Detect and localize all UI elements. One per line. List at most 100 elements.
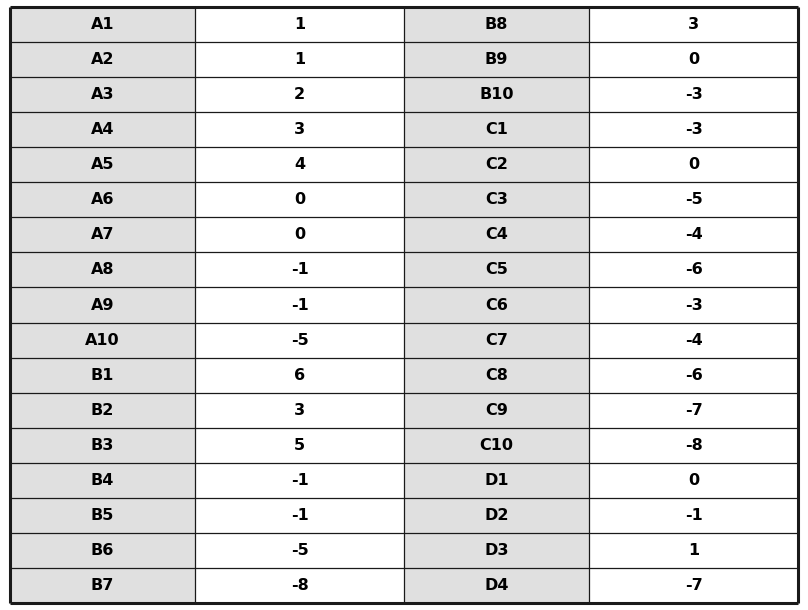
Bar — [404, 77, 589, 112]
Bar — [195, 253, 404, 287]
Bar — [589, 217, 798, 253]
Text: -4: -4 — [685, 228, 703, 242]
Text: B5: B5 — [90, 508, 114, 523]
Bar — [195, 7, 404, 42]
Text: A1: A1 — [90, 17, 114, 32]
Bar — [404, 462, 589, 498]
Text: D4: D4 — [485, 578, 509, 593]
Text: -6: -6 — [685, 262, 703, 278]
Text: -1: -1 — [291, 262, 309, 278]
Bar — [195, 357, 404, 393]
Text: 3: 3 — [294, 403, 305, 418]
Text: 1: 1 — [688, 543, 700, 558]
Bar — [10, 533, 195, 568]
Text: C1: C1 — [486, 123, 508, 137]
Bar — [589, 77, 798, 112]
Bar — [589, 7, 798, 42]
Bar — [195, 112, 404, 148]
Bar — [195, 148, 404, 182]
Text: 6: 6 — [294, 368, 305, 382]
Bar — [195, 42, 404, 77]
Bar — [195, 323, 404, 357]
Text: 2: 2 — [294, 87, 305, 102]
Text: A7: A7 — [90, 228, 114, 242]
Bar — [10, 357, 195, 393]
Bar — [404, 287, 589, 323]
Text: C6: C6 — [486, 298, 508, 312]
Text: B2: B2 — [90, 403, 114, 418]
Text: D3: D3 — [485, 543, 509, 558]
Bar — [195, 533, 404, 568]
Bar — [10, 323, 195, 357]
Bar — [404, 323, 589, 357]
Text: C9: C9 — [486, 403, 508, 418]
Text: B4: B4 — [90, 473, 114, 487]
Text: B6: B6 — [90, 543, 114, 558]
Bar — [404, 393, 589, 428]
Bar — [404, 357, 589, 393]
Bar — [404, 568, 589, 603]
Bar — [589, 323, 798, 357]
Bar — [195, 498, 404, 533]
Text: A9: A9 — [90, 298, 114, 312]
Bar — [404, 498, 589, 533]
Bar — [589, 148, 798, 182]
Text: C8: C8 — [486, 368, 508, 382]
Bar — [10, 253, 195, 287]
Bar — [589, 287, 798, 323]
Bar — [589, 182, 798, 217]
Text: B7: B7 — [90, 578, 114, 593]
Text: C10: C10 — [480, 437, 514, 453]
Text: -1: -1 — [291, 473, 309, 487]
Bar — [195, 462, 404, 498]
Bar — [589, 428, 798, 462]
Text: -5: -5 — [685, 192, 703, 207]
Text: B3: B3 — [90, 437, 114, 453]
Text: D1: D1 — [485, 473, 509, 487]
Bar — [589, 462, 798, 498]
Bar — [404, 533, 589, 568]
Text: -7: -7 — [685, 403, 703, 418]
Bar — [404, 217, 589, 253]
Bar — [589, 357, 798, 393]
Text: A10: A10 — [85, 332, 120, 348]
Text: -5: -5 — [291, 332, 309, 348]
Bar — [10, 148, 195, 182]
Text: B8: B8 — [485, 17, 508, 32]
Bar — [10, 77, 195, 112]
Bar — [10, 287, 195, 323]
Text: -7: -7 — [685, 578, 703, 593]
Text: D2: D2 — [485, 508, 509, 523]
Text: 3: 3 — [688, 17, 700, 32]
Text: C5: C5 — [486, 262, 508, 278]
Bar — [589, 498, 798, 533]
Text: -3: -3 — [685, 123, 703, 137]
Text: A3: A3 — [90, 87, 114, 102]
Text: B9: B9 — [485, 52, 508, 67]
Bar — [589, 393, 798, 428]
Text: 5: 5 — [294, 437, 305, 453]
Bar — [195, 287, 404, 323]
Text: A4: A4 — [90, 123, 114, 137]
Bar — [589, 42, 798, 77]
Text: -6: -6 — [685, 368, 703, 382]
Text: B1: B1 — [90, 368, 114, 382]
Text: -1: -1 — [685, 508, 703, 523]
Bar — [10, 7, 195, 42]
Bar — [195, 77, 404, 112]
Bar — [10, 393, 195, 428]
Bar — [404, 428, 589, 462]
Text: 3: 3 — [294, 123, 305, 137]
Text: -5: -5 — [291, 543, 309, 558]
Text: -1: -1 — [291, 298, 309, 312]
Text: 1: 1 — [294, 52, 305, 67]
Bar — [195, 568, 404, 603]
Text: -3: -3 — [685, 298, 703, 312]
Bar — [10, 498, 195, 533]
Bar — [10, 428, 195, 462]
Text: -4: -4 — [685, 332, 703, 348]
Bar — [10, 462, 195, 498]
Text: -3: -3 — [685, 87, 703, 102]
Bar — [589, 568, 798, 603]
Bar — [589, 253, 798, 287]
